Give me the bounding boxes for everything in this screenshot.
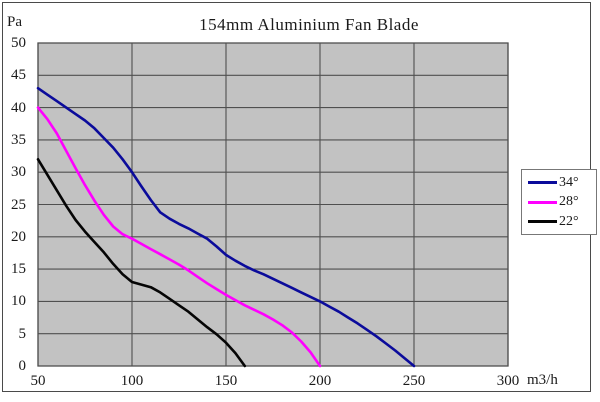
plot-border [37,42,509,367]
x-tick-label: 300 [496,373,520,389]
chart-title: 154mm Aluminium Fan Blade [199,15,419,34]
legend-line-swatch [528,181,557,184]
y-tick-label: 30 [11,164,26,181]
x-tick-label: 50 [30,373,46,389]
y-tick-label: 10 [11,293,26,310]
y-tick-label: 5 [18,325,27,342]
legend-label: 34° [559,174,579,190]
y-tick-label: 35 [11,131,26,148]
y-tick-label: 50 [11,35,26,51]
x-tick-label: 200 [308,373,332,389]
y-axis-unit-label: Pa [7,14,22,30]
series-line-28° [36,106,322,368]
x-tick-label: 100 [120,373,144,389]
legend-line-swatch [528,220,557,223]
y-tick-label: 25 [11,196,26,213]
x-tick-label: 150 [214,373,238,389]
x-axis-unit-label: m3/h [527,372,558,388]
legend: 34° 28° 22° [521,169,597,235]
legend-item: 22° [522,213,596,231]
series-line-22° [36,158,247,368]
plot-area [36,42,509,368]
y-tick-label: 45 [11,67,26,84]
y-tick-label: 20 [11,228,26,245]
y-tick-label: 40 [11,99,26,116]
chart-frame: 154mm Aluminium Fan Blade Pa m3/h 50 45 40… [2,2,597,392]
y-tick-label: 15 [11,261,26,278]
legend-label: 22° [559,213,579,229]
series-line-34° [36,86,416,368]
legend-item: 28° [522,193,596,211]
x-tick-label: 250 [402,373,426,389]
legend-line-swatch [528,200,557,204]
y-tick-label: 0 [18,358,27,374]
legend-item: 34° [522,174,596,192]
legend-label: 28° [559,194,579,209]
